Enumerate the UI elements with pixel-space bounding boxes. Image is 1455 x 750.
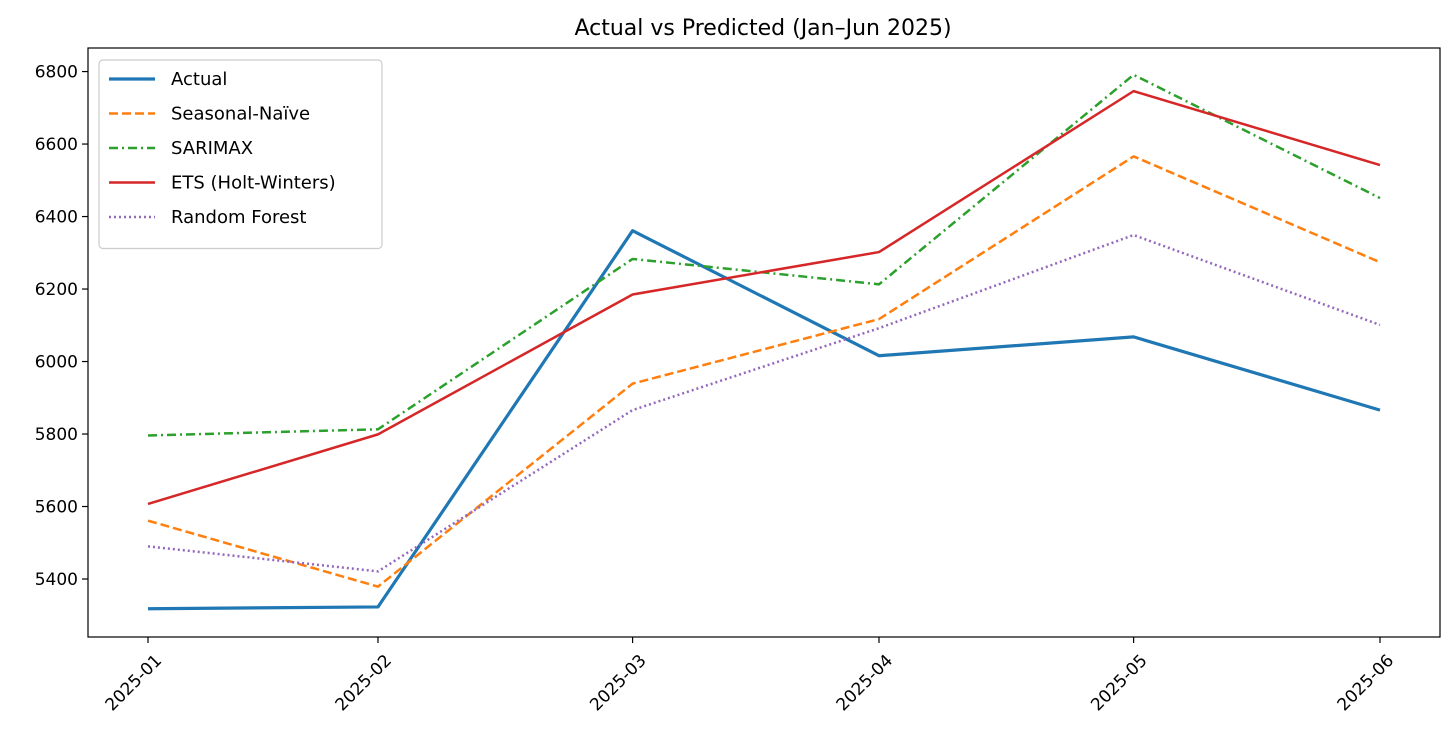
series-line-1 [147,155,1381,588]
x-tick-label: 2025-01 [102,651,166,715]
y-tick-label: 6400 [35,208,78,228]
y-tick-label: 5400 [35,570,78,590]
x-tick-label: 2025-06 [1334,651,1398,715]
plot-frame [87,47,1441,638]
x-axis: 2025-01 2025-02 2025-03 2025-04 2025-05 2025-… [102,637,1398,715]
chart-title: Actual vs Predicted (Jan–Jun 2025) [574,16,951,41]
y-tick-label: 6600 [35,135,78,155]
y-tick-label: 6200 [35,280,78,300]
y-tick-label: 5600 [35,498,78,518]
series-layer [147,73,1381,611]
y-tick-label: 5800 [35,425,78,445]
y-tick-label: 6000 [35,353,78,373]
series-line-3 [147,89,1381,506]
x-tick-label: 2025-02 [332,651,396,715]
x-tick-label: 2025-04 [833,651,897,715]
y-tick-label: 6800 [35,63,78,83]
legend-label-3: ETS (Holt-Winters) [171,173,336,194]
series-line-2 [147,73,1381,437]
legend-label-0: Actual [171,69,227,90]
y-axis: 5400 5600 5800 6000 6200 6400 6600 6800 [35,63,88,590]
legend: Actual Seasonal-Naïve SARIMAX ETS (Holt-Win… [98,59,383,250]
x-tick-label: 2025-03 [586,651,650,715]
legend-label-1: Seasonal-Naïve [171,104,310,125]
legend-label-4: Random Forest [171,207,306,228]
legend-label-2: SARIMAX [171,138,253,159]
x-tick-label: 2025-05 [1087,651,1151,715]
series-line-4 [147,233,1381,573]
legend-box [98,59,383,250]
series-line-0 [147,229,1381,611]
